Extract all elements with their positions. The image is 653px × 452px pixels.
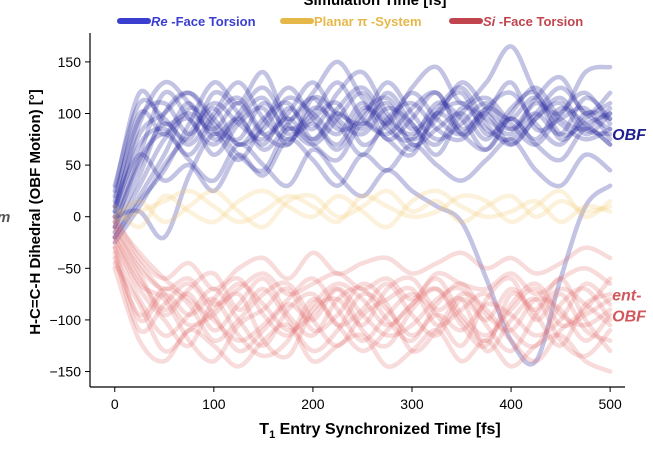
si-face-trajectory-13 <box>112 214 613 292</box>
legend-label-text: -Face Torsion <box>495 14 583 29</box>
re-face-trajectory-10 <box>112 80 613 209</box>
y-tick-label: 100 <box>58 106 82 122</box>
y-axis-label: H-C=C-H Dihedral (OBF Motion) [°] <box>27 89 44 335</box>
re-face-trajectory-6 <box>112 85 613 219</box>
si-face-trajectory-1 <box>112 235 613 344</box>
si-face-trajectory-5 <box>112 240 613 349</box>
left-edge-fragment: m <box>0 209 10 226</box>
si-face-trajectory-7 <box>112 250 613 354</box>
ent-obf-label: OBF <box>612 308 647 325</box>
legend: Re -Face Torsion Planar π -System Si -Face… <box>117 14 583 29</box>
re-face-trajectory-14 <box>112 131 613 367</box>
si-face-trajectory-14 <box>112 266 613 374</box>
legend-label-text: Planar π -System <box>314 14 422 29</box>
si-face-trajectory-10 <box>112 235 613 364</box>
re-face-trajectory-16 <box>112 44 613 240</box>
si-face-trajectory-11 <box>112 245 613 359</box>
re-face-trajectory-9 <box>112 80 613 225</box>
re-face-trajectory-11 <box>112 89 613 235</box>
re-face-trajectory-4 <box>112 85 613 240</box>
re-face-trajectory-3 <box>112 90 613 214</box>
si-face-trajectory-9 <box>112 260 613 360</box>
planar-trajectory-2 <box>112 188 613 230</box>
x-tick-label: 100 <box>202 396 226 412</box>
planar-trajectory-1 <box>112 188 613 230</box>
obf-label: OBF <box>612 127 647 144</box>
y-tick-label: −150 <box>49 364 81 380</box>
si-face-trajectory-3 <box>112 224 613 349</box>
x-axis-label-subscript: 1 <box>269 429 275 441</box>
x-axis-label: T1 Entry Synchronized Time [fs] <box>259 421 500 441</box>
top-axis-label: Simulation Time [fs] <box>303 0 446 9</box>
x-tick-label: 0 <box>111 396 119 412</box>
x-tick-label: 400 <box>499 396 523 412</box>
si-face-trajectory-4 <box>112 255 613 349</box>
re-face-trajectory-1 <box>112 90 613 199</box>
legend-label-italic: Re <box>151 14 168 29</box>
re-face-trajectory-17 <box>112 69 613 214</box>
re-face-trajectory-12 <box>112 85 613 194</box>
y-tick-label: −50 <box>57 260 81 276</box>
y-tick-label: 0 <box>73 209 81 225</box>
x-axis-label-rest: Entry Synchronized Time [fs] <box>275 421 501 438</box>
legend-label-italic: Si <box>483 14 496 29</box>
x-tick-label: 500 <box>598 396 622 412</box>
re-face-trajectory-13 <box>112 110 613 241</box>
y-tick-label: 50 <box>65 157 81 173</box>
si-face-trajectory-2 <box>112 245 613 348</box>
legend-label: Si -Face Torsion <box>483 14 583 29</box>
y-tick-label: 150 <box>58 54 82 70</box>
re-face-trajectory-7 <box>112 80 613 245</box>
y-tick-label: −100 <box>49 312 81 328</box>
ent-obf-label: ent- <box>612 287 641 304</box>
x-tick-label: 200 <box>301 396 325 412</box>
legend-label-text: -Face Torsion <box>168 14 256 29</box>
re-face-trajectory-8 <box>112 90 613 204</box>
planar-trajectory-3 <box>112 188 613 225</box>
legend-label: Planar π -System <box>314 14 422 29</box>
x-axis-label-T: T <box>259 421 269 438</box>
re-face-trajectory-5 <box>112 80 613 188</box>
trajectory-layer <box>112 44 613 374</box>
legend-label: Re -Face Torsion <box>151 14 256 29</box>
si-face-trajectory-6 <box>112 219 613 348</box>
re-face-trajectory-15 <box>112 136 613 209</box>
re-face-trajectory-2 <box>112 80 613 230</box>
annotations: OBF ent- OBF <box>612 127 647 325</box>
x-tick-label: 300 <box>400 396 424 412</box>
si-face-trajectory-12 <box>112 224 613 307</box>
si-face-trajectory-8 <box>112 229 613 354</box>
